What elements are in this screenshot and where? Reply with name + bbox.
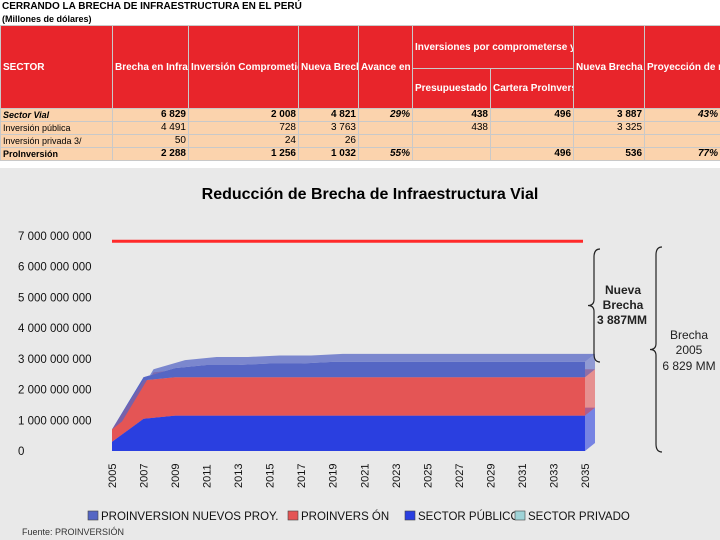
row-proyeccion xyxy=(644,134,720,148)
row-sector: Inversión pública xyxy=(0,121,113,135)
y-tick-label: 7 000 000 000 xyxy=(18,231,92,243)
legend-swatch xyxy=(87,510,99,521)
row-presupuestado xyxy=(412,134,491,148)
legend-label: SECTOR PRIVADO xyxy=(528,511,630,523)
infrastructure-gap-table: SECTOR Brecha en Infraestructura (IPE) I… xyxy=(0,25,720,161)
x-tick-label: 2007 xyxy=(139,464,151,488)
x-tick-label: 2009 xyxy=(170,464,182,488)
area-sector-p-blico xyxy=(112,415,585,451)
row-nueva: 1 032 xyxy=(298,147,359,161)
table-subtitle: (Millones de dólares) xyxy=(2,14,92,24)
header-sector: SECTOR xyxy=(0,25,113,109)
row-avance xyxy=(358,134,413,148)
annotation-brecha-2005: Brecha xyxy=(670,328,708,342)
y-tick-label: 0 xyxy=(18,446,24,458)
table-row: ProInversión 2 288 1 256 1 032 55% 496 5… xyxy=(0,147,720,161)
area-proinvers-n xyxy=(112,377,585,442)
row-nueva: 3 763 xyxy=(298,121,359,135)
y-tick-label: 2 000 000 000 xyxy=(18,385,92,397)
summary-panel: CERRANDO LA BRECHA DE INFRAESTRUCTURA EN… xyxy=(0,0,720,168)
header-proyeccion: Proyección de reducción de Brecha al 200… xyxy=(644,25,720,109)
y-tick-label: 6 000 000 000 xyxy=(18,262,92,274)
annotation-brecha-2005: 6 829 MM xyxy=(662,359,715,373)
header-brecha: Brecha en Infraestructura (IPE) xyxy=(112,25,189,109)
row-proyeccion: 77% xyxy=(644,147,720,161)
table-row: Inversión privada 3/ 50 24 26 xyxy=(0,134,720,148)
source-note: Fuente: PROINVERSIÓN xyxy=(22,527,125,537)
x-tick-label: 2015 xyxy=(265,464,277,488)
row-inversion: 2 008 xyxy=(188,108,299,122)
x-tick-label: 2005 xyxy=(107,464,119,488)
area-proinversion-nuevos-proy- xyxy=(112,361,585,430)
x-tick-label: 2017 xyxy=(296,464,308,488)
row-cartera: 496 xyxy=(489,108,575,122)
y-tick-label: 5 000 000 000 xyxy=(18,292,92,304)
x-tick-label: 2013 xyxy=(233,464,245,488)
row-avance: 55% xyxy=(358,147,413,161)
row-cartera: 496 xyxy=(489,147,575,161)
x-tick-label: 2029 xyxy=(485,464,497,488)
legend-swatch xyxy=(404,510,416,521)
row-presupuestado xyxy=(412,147,491,161)
area-side-face xyxy=(585,407,595,451)
row-proyeccion: 43% xyxy=(644,108,720,122)
row-cartera xyxy=(489,134,575,148)
legend-swatch xyxy=(514,510,526,521)
legend-label: SECTOR PÚBLICO xyxy=(418,510,519,523)
row-sector: Inversión privada 3/ xyxy=(0,134,113,148)
x-tick-label: 2031 xyxy=(517,464,529,488)
table-title: CERRANDO LA BRECHA DE INFRAESTRUCTURA EN… xyxy=(2,1,302,12)
nueva-brecha-brace xyxy=(587,248,601,363)
brecha-2005-brace xyxy=(649,246,663,453)
annotation-nueva-brecha: Nueva xyxy=(605,283,641,297)
area-top-face xyxy=(112,353,595,430)
row-nueva2008: 3 325 xyxy=(573,121,646,135)
x-tick-label: 2025 xyxy=(422,464,434,488)
row-presupuestado: 438 xyxy=(412,108,491,122)
x-tick-label: 2023 xyxy=(391,464,403,488)
y-tick-label: 3 000 000 000 xyxy=(18,354,92,366)
row-inversion: 1 256 xyxy=(188,147,299,161)
annotation-nueva-brecha: Brecha xyxy=(603,298,644,312)
annotation-brecha-2005: 2005 xyxy=(676,343,703,357)
row-brecha: 2 288 xyxy=(112,147,189,161)
x-tick-label: 2027 xyxy=(454,464,466,488)
annotation-nueva-brecha: 3 887MM xyxy=(597,313,647,327)
header-inversiones-group: Inversiones por comprometerse y realizar… xyxy=(411,25,575,69)
row-brecha: 50 xyxy=(112,134,189,148)
area-side-face xyxy=(585,353,595,378)
y-tick-label: 4 000 000 000 xyxy=(18,323,92,335)
row-proyeccion xyxy=(644,121,720,135)
x-tick-label: 2019 xyxy=(328,464,340,488)
row-nueva2008: 3 887 xyxy=(573,108,646,122)
table-row: Sector Vial 6 829 2 008 4 821 29% 438 49… xyxy=(0,108,720,122)
legend-swatch xyxy=(287,510,299,521)
area-side-face xyxy=(585,369,595,416)
row-nueva2008: 536 xyxy=(573,147,646,161)
x-tick-label: 2011 xyxy=(202,464,214,488)
legend-label: PROINVERS ÓN xyxy=(301,510,389,523)
header-presupuestado: Presupuestado Sector Público y Privado 2… xyxy=(412,68,491,109)
x-tick-label: 2035 xyxy=(580,464,592,488)
y-tick-label: 1 000 000 000 xyxy=(18,415,92,427)
chart-title: Reducción de Brecha de Infraestructura V… xyxy=(201,186,539,203)
x-tick-label: 2021 xyxy=(359,464,371,488)
x-tick-label: 2033 xyxy=(548,464,560,488)
legend-label: PROINVERSION NUEVOS PROY. xyxy=(101,511,278,523)
